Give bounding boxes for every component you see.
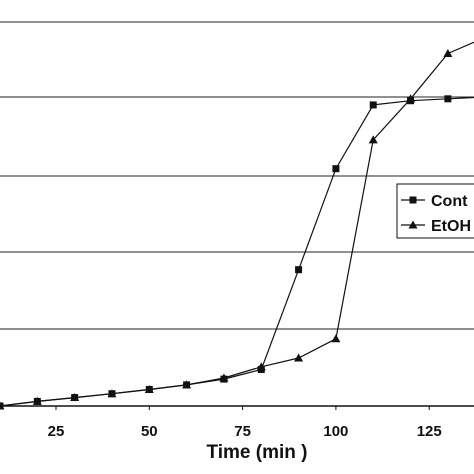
data-point — [70, 393, 80, 402]
data-point — [219, 373, 229, 382]
data-point — [32, 396, 42, 405]
legend-etoh-marker — [408, 220, 418, 229]
data-point — [0, 401, 5, 410]
series-line — [0, 96, 474, 407]
series-line — [0, 41, 474, 407]
data-point — [107, 389, 117, 398]
data-point — [331, 334, 341, 343]
x-tick-label: 100 — [323, 423, 348, 440]
data-point — [295, 266, 303, 274]
data-point — [294, 353, 304, 362]
legend-cont-marker — [409, 196, 417, 204]
x-tick-label: 75 — [234, 423, 251, 440]
data-point — [144, 384, 154, 393]
data-point — [256, 362, 266, 371]
x-tick-label: 50 — [141, 423, 158, 440]
legend: Cont EtOH — [396, 183, 474, 239]
legend-cont-label: Cont — [431, 193, 468, 210]
data-point — [406, 94, 416, 103]
x-tick-label: 125 — [417, 423, 442, 440]
legend-box — [396, 183, 474, 239]
data-point — [332, 165, 340, 173]
x-tick-label: 25 — [48, 423, 65, 440]
data-point — [369, 101, 377, 109]
data-point — [443, 48, 453, 57]
data-point — [368, 135, 378, 144]
x-axis-label: Time (min ) — [207, 442, 308, 463]
series-cont — [0, 95, 474, 410]
data-point — [444, 95, 452, 103]
x-axis-ticks: 25 50 75 100 125 — [48, 406, 442, 440]
gridlines — [0, 21, 474, 407]
data-point — [182, 380, 192, 389]
series-layer — [0, 41, 474, 410]
series-etoh — [0, 41, 474, 410]
legend-etoh-label: EtOH — [431, 218, 471, 235]
